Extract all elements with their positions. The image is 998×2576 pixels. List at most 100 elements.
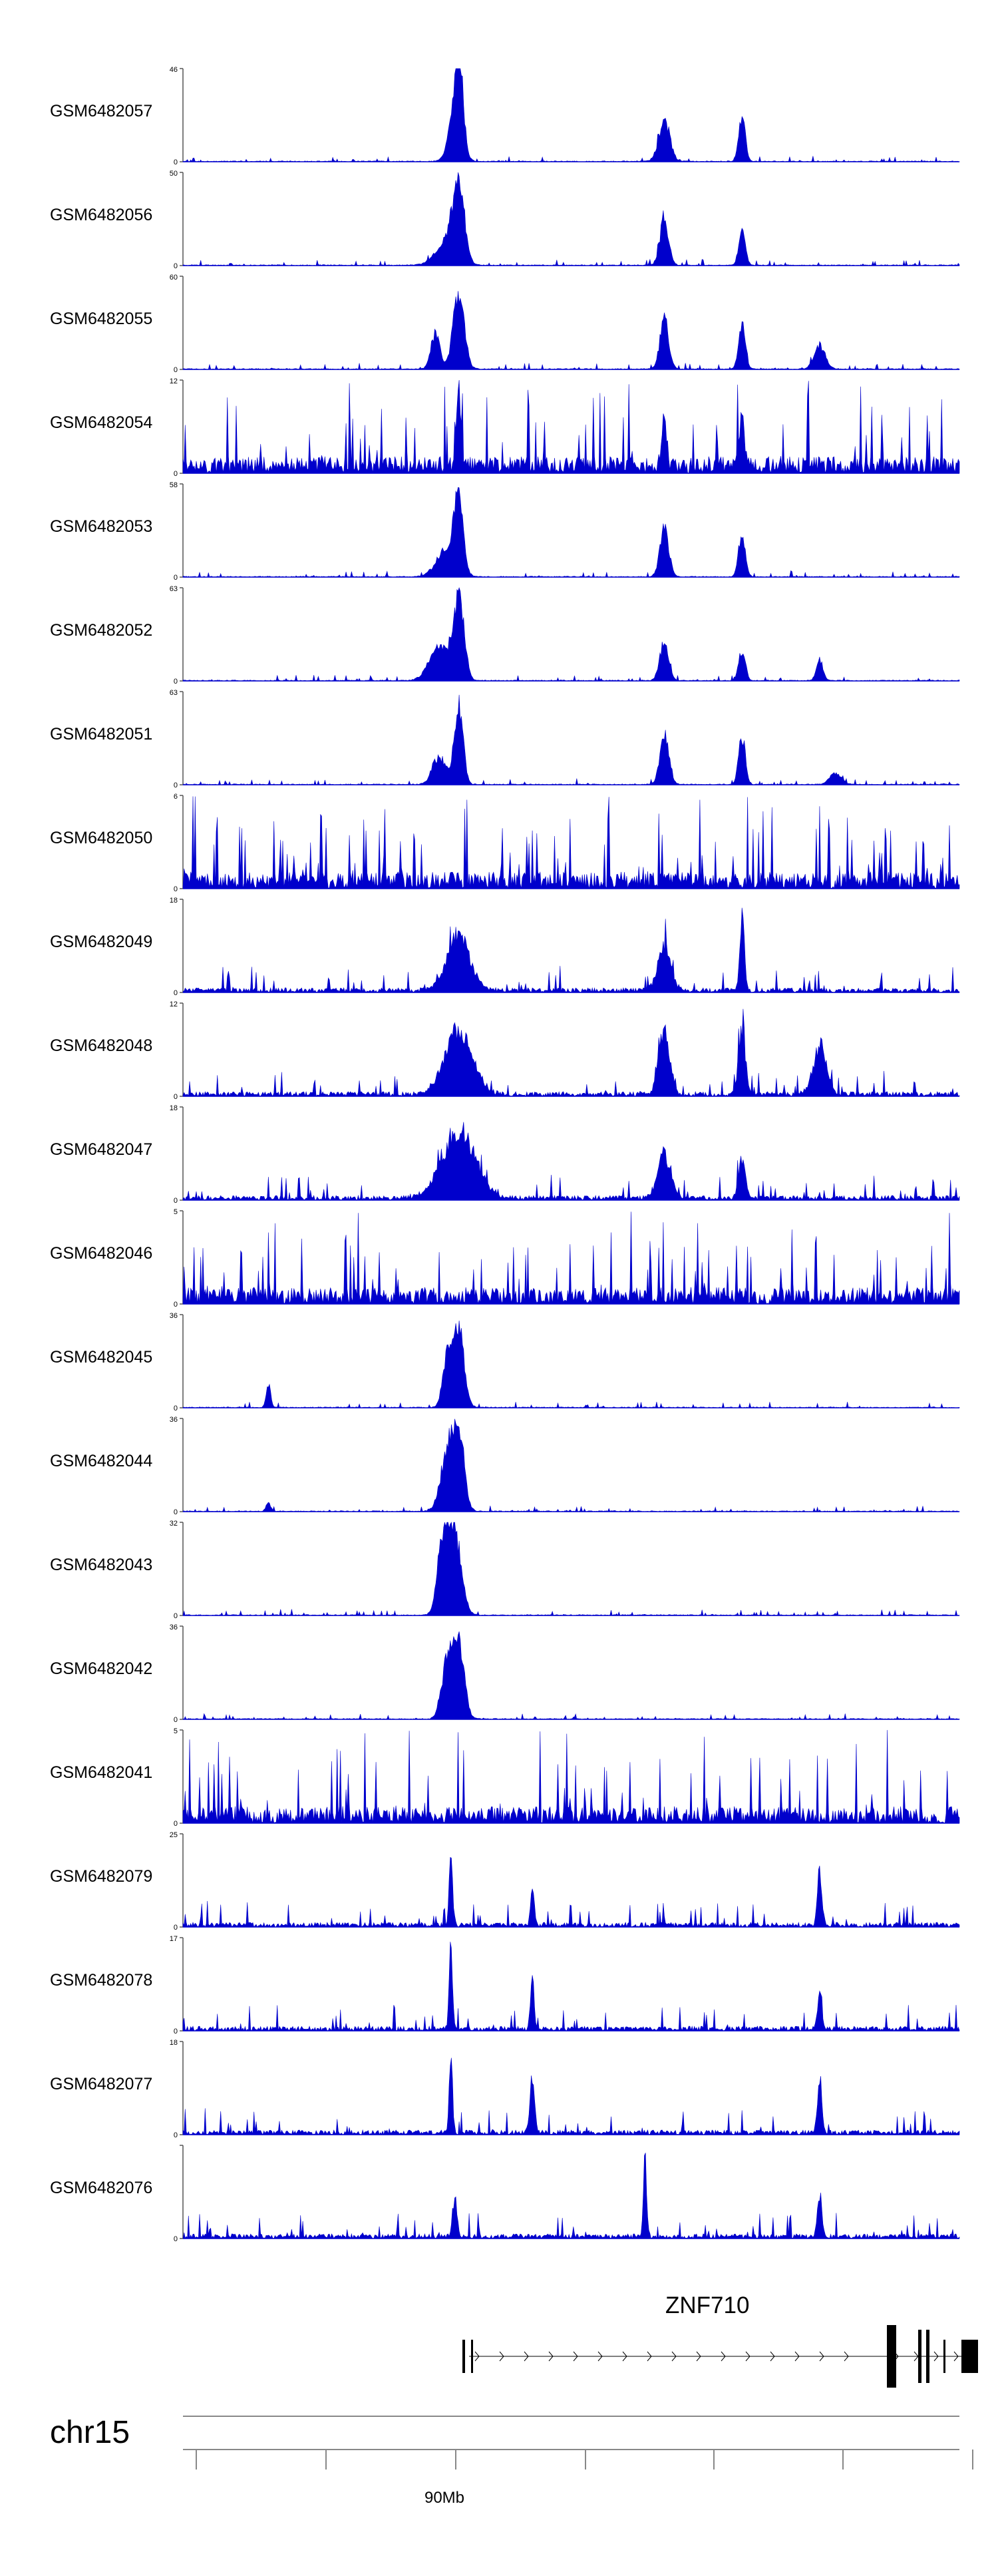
- track-signal: [182, 487, 960, 578]
- gene-strand-arrow: [647, 2351, 652, 2362]
- track-GSM6482049: GSM6482049 18 0: [50, 897, 960, 997]
- gene-label: ZNF710: [665, 2292, 749, 2318]
- gene-strand-arrow: [696, 2351, 701, 2362]
- gene-strand-arrow: [671, 2351, 677, 2362]
- track-ymax-label: 5: [174, 1727, 178, 1735]
- track-GSM6482050: GSM6482050 6 0: [50, 793, 960, 893]
- track-GSM6482078: GSM6482078 17 0: [50, 1935, 960, 2036]
- track-GSM6482054: GSM6482054 12 0: [50, 377, 960, 478]
- track-signal: [182, 1522, 960, 1616]
- coordinate-axis-ticks: [196, 2450, 973, 2469]
- gene-strand-arrow: [721, 2351, 726, 2362]
- axis-tick-label: 90Mb: [424, 2489, 464, 2507]
- chromosome-label: chr15: [50, 2415, 130, 2450]
- gene-exon: [462, 2340, 465, 2373]
- track-ymin-label: 0: [174, 1404, 178, 1412]
- track-signal: [182, 1856, 960, 1928]
- track-signal: [182, 1418, 960, 1512]
- track-ymin-label: 0: [174, 885, 178, 893]
- track-label: GSM6482049: [50, 933, 152, 951]
- track-ymax-label: 32: [170, 1520, 178, 1528]
- track-ymin-label: 0: [174, 678, 178, 686]
- track-ymax-label: 36: [170, 1416, 178, 1424]
- track-ymax-label: 36: [170, 1312, 178, 1320]
- track-ymax-label: 58: [170, 481, 178, 489]
- track-ymax-label: 18: [170, 897, 178, 905]
- track-ymax-label: 12: [170, 1000, 178, 1008]
- track-signal: [182, 1211, 960, 1305]
- gene-track: ZNF710: [462, 2292, 978, 2388]
- track-GSM6482047: GSM6482047 18 0: [50, 1104, 960, 1205]
- gene-strand-arrow: [597, 2351, 603, 2362]
- gene-strand-arrow: [524, 2351, 529, 2362]
- track-signal: [182, 1122, 960, 1201]
- track-ymax-label: 36: [170, 1623, 178, 1631]
- gene-exon: [926, 2330, 929, 2383]
- track-label: GSM6482047: [50, 1140, 152, 1159]
- gene-strand-arrow: [745, 2351, 750, 2362]
- track-signal: [182, 68, 960, 162]
- track-ymin-label: 0: [174, 1301, 178, 1309]
- track-ymin-label: 0: [174, 470, 178, 478]
- track-ymin-label: 0: [174, 2028, 178, 2036]
- track-ymax-label: 63: [170, 689, 178, 697]
- track-signal: [182, 291, 960, 370]
- track-GSM6482079: GSM6482079 25 0: [50, 1831, 960, 1932]
- track-label: GSM6482076: [50, 2179, 152, 2197]
- track-ymax-label: 6: [174, 793, 178, 801]
- track-signal: [182, 1320, 960, 1408]
- track-ymax-label: 5: [174, 1208, 178, 1216]
- gene-exon: [918, 2330, 921, 2383]
- gene-exon: [887, 2325, 896, 2388]
- track-signal: [182, 907, 960, 993]
- track-ymax-label: 63: [170, 585, 178, 593]
- track-label: GSM6482079: [50, 1867, 152, 1886]
- track-GSM6482077: GSM6482077 18 0: [50, 2039, 960, 2139]
- track-label: GSM6482057: [50, 102, 152, 120]
- gene-strand-arrow: [548, 2351, 554, 2362]
- track-GSM6482048: GSM6482048 12 0: [50, 1000, 960, 1101]
- gene-exon: [471, 2340, 473, 2373]
- track-signal: [182, 1942, 960, 2032]
- track-ymin-label: 0: [174, 1508, 178, 1516]
- track-label: GSM6482041: [50, 1763, 152, 1782]
- gene-strand-arrow: [819, 2351, 824, 2362]
- gene-strand-arrow: [499, 2351, 504, 2362]
- track-GSM6482052: GSM6482052 63 0: [50, 585, 960, 686]
- track-ymax-label: 18: [170, 1104, 178, 1112]
- track-ymin-label: 0: [174, 1093, 178, 1101]
- track-signal: [182, 1631, 960, 1720]
- gene-exon: [943, 2340, 945, 2373]
- gene-strand-arrow: [622, 2351, 627, 2362]
- track-label: GSM6482052: [50, 621, 152, 640]
- track-ymax-label: 12: [170, 377, 178, 385]
- track-ymin-label: 0: [174, 989, 178, 997]
- track-label: GSM6482077: [50, 2075, 152, 2093]
- track-label: GSM6482056: [50, 206, 152, 224]
- track-GSM6482041: GSM6482041 5 0: [50, 1727, 960, 1828]
- track-signal: [182, 694, 960, 785]
- track-label: GSM6482048: [50, 1036, 152, 1055]
- track-label: GSM6482050: [50, 829, 152, 847]
- track-GSM6482046: GSM6482046 5 0: [50, 1208, 960, 1309]
- track-ymax-label: 18: [170, 2039, 178, 2047]
- gene-model: [462, 2325, 978, 2388]
- track-ymin-label: 0: [174, 1612, 178, 1620]
- track-ymin-label: 0: [174, 2131, 178, 2139]
- track-signal: [182, 587, 960, 682]
- gene-strand-arrow: [844, 2351, 849, 2362]
- track-ymax-label: 60: [170, 274, 178, 282]
- track-signal: [182, 1008, 960, 1097]
- track-GSM6482056: GSM6482056 50 0: [50, 170, 960, 270]
- track-ymin-label: 0: [174, 366, 178, 374]
- track-GSM6482055: GSM6482055 60 0: [50, 274, 960, 374]
- gene-exon: [961, 2340, 978, 2373]
- track-signal: [182, 796, 960, 889]
- track-label: GSM6482046: [50, 1244, 152, 1263]
- track-ymax-label: 17: [170, 1935, 178, 1943]
- track-GSM6482051: GSM6482051 63 0: [50, 689, 960, 789]
- track-label: GSM6482045: [50, 1348, 152, 1367]
- gene-strand-arrow: [573, 2351, 578, 2362]
- track-signal: [182, 1730, 960, 1824]
